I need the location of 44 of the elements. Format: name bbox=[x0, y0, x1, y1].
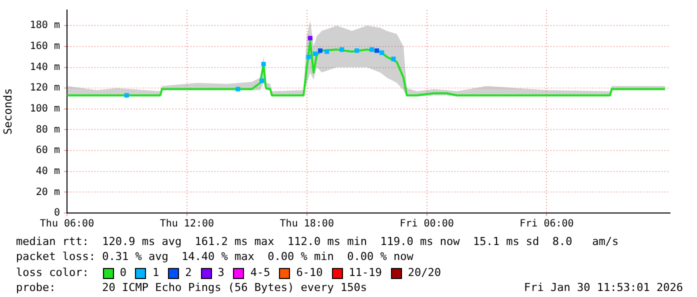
y-tick-label: 0 bbox=[54, 208, 60, 219]
legend-label: 6-10 bbox=[296, 266, 323, 280]
point bbox=[312, 51, 318, 56]
y-tick-label: 80 m bbox=[36, 124, 60, 136]
legend-title: loss color: bbox=[16, 266, 89, 280]
y-tick-label: 180 m bbox=[30, 20, 60, 32]
legend-label: 1 bbox=[152, 266, 160, 280]
point bbox=[370, 47, 374, 52]
text: packet loss: 0.31 % avg 14.40 % max 0.00 % min 0.00 % now bbox=[16, 250, 414, 264]
legend-label: 11-19 bbox=[348, 266, 382, 280]
legend-label: 3 bbox=[218, 266, 224, 280]
y-tick-label: 100 m bbox=[30, 103, 60, 114]
y-tick-label: 60 m bbox=[36, 145, 60, 156]
x-tick-label: Fri 00:00 bbox=[400, 218, 454, 230]
legend-label: 0 bbox=[120, 266, 126, 280]
point bbox=[391, 56, 396, 62]
point bbox=[340, 47, 344, 52]
legend-label: 20/20 bbox=[408, 266, 441, 280]
x-tick-label: Thu 06:00 bbox=[40, 218, 94, 230]
point bbox=[318, 48, 322, 53]
text: Fri Jan 30 11:53:01 2026 bbox=[524, 281, 683, 295]
x-tick-label: Fri 06:00 bbox=[520, 218, 574, 230]
point bbox=[324, 49, 330, 54]
y-tick-label: 160 m bbox=[30, 41, 60, 52]
y-tick-label: 40 m bbox=[36, 166, 60, 177]
point bbox=[306, 54, 311, 60]
y-tick-label: 140 m bbox=[30, 62, 60, 73]
point bbox=[380, 50, 384, 55]
y-axis-title: Seconds bbox=[1, 88, 14, 135]
y-tick-label: 20 m bbox=[36, 186, 60, 198]
point bbox=[374, 48, 380, 53]
point bbox=[124, 93, 129, 98]
x-tick-label: Thu 18:00 bbox=[280, 218, 334, 230]
text: median rtt: 120.9 ms avg 161.2 ms max 112.0 ms min 119.0 ms now 15.1 ms sd 8.0 am/s bbox=[16, 235, 619, 249]
text: probe: 20 ICMP Echo Pings (56 Bytes) every 150s bbox=[16, 281, 367, 295]
point bbox=[236, 86, 240, 92]
point bbox=[308, 36, 312, 40]
point bbox=[354, 48, 360, 53]
point bbox=[261, 62, 266, 66]
y-tick-label: 120 m bbox=[30, 82, 60, 94]
legend-label: 2 bbox=[185, 266, 192, 280]
x-tick-label: Thu 12:00 bbox=[160, 218, 214, 230]
legend-label: 4-5 bbox=[250, 266, 270, 280]
point bbox=[260, 78, 264, 84]
